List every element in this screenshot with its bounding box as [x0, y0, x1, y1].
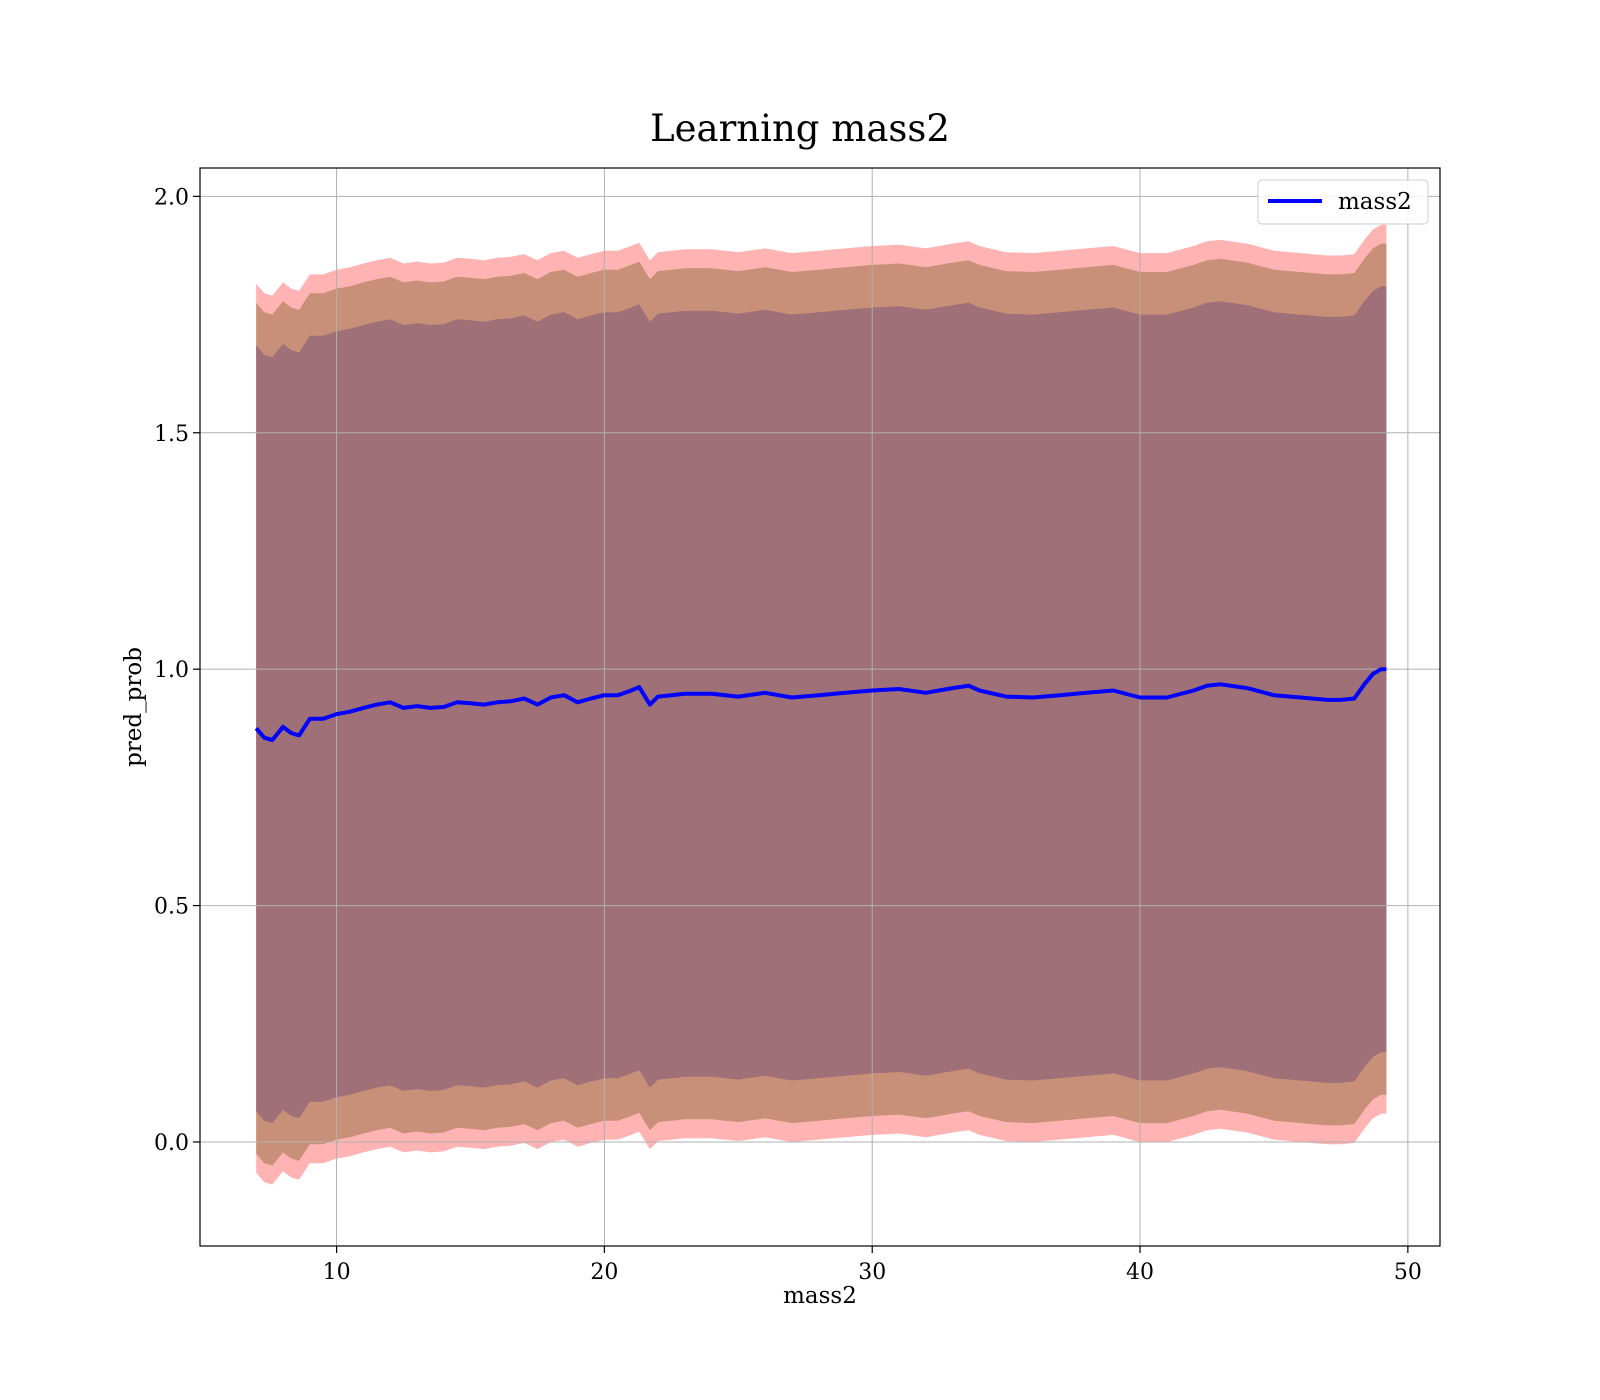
x-tick-label: 10 — [323, 1260, 351, 1285]
inner-band — [256, 286, 1387, 1124]
series-line-mass2 — [254, 667, 1387, 743]
x-tick-label: 40 — [1126, 1260, 1154, 1285]
y-tick-label: 2.0 — [154, 185, 189, 210]
confidence-bands — [256, 224, 1387, 1185]
x-tick-label: 30 — [858, 1260, 886, 1285]
x-axis-ticks: 10 20 30 40 50 — [323, 1246, 1422, 1285]
series-line-layer — [254, 667, 1387, 743]
plot-frame — [199, 167, 1441, 1247]
legend-label: mass2 — [1338, 189, 1412, 215]
chart-title: Learning mass2 — [650, 107, 950, 150]
y-axis-ticks: 0.0 0.5 1.0 1.5 2.0 — [154, 185, 200, 1156]
x-tick-label: 50 — [1394, 1260, 1422, 1285]
y-axis-label: pred_prob — [121, 647, 147, 767]
legend-box — [1257, 179, 1429, 225]
legend: mass2 — [1257, 179, 1429, 225]
x-axis-label: mass2 — [783, 1283, 857, 1309]
y-tick-label: 0.5 — [154, 895, 189, 920]
y-tick-label: 1.0 — [154, 658, 189, 683]
x-tick-label: 20 — [590, 1260, 618, 1285]
grid-lines — [200, 168, 1440, 1246]
y-tick-label: 1.5 — [154, 422, 189, 447]
y-tick-label: 0.0 — [154, 1131, 189, 1156]
